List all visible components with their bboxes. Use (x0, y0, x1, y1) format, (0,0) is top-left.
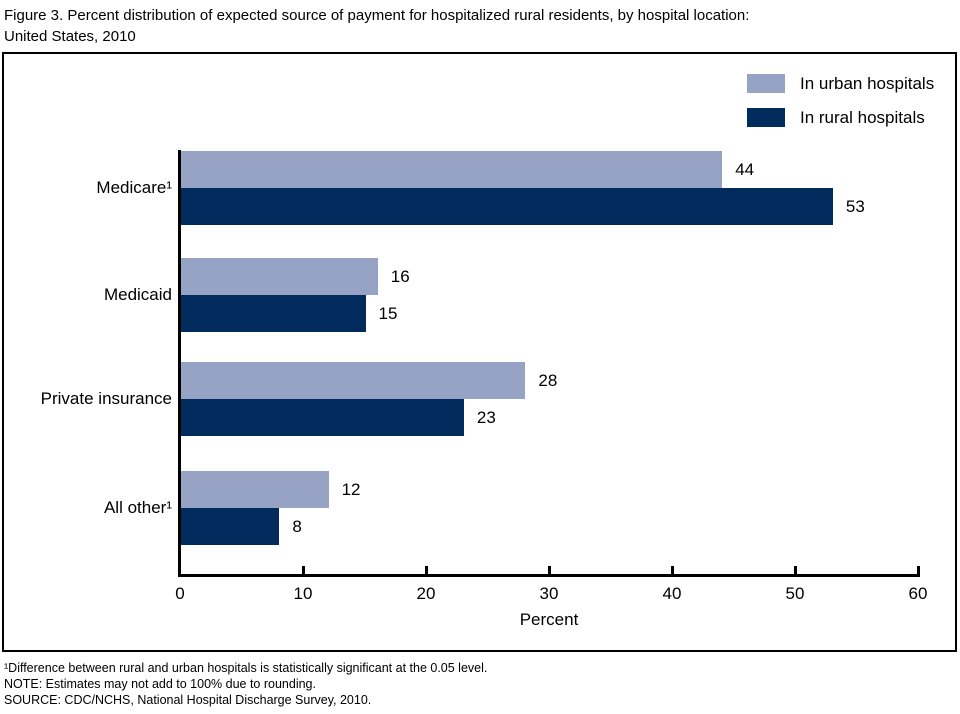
legend-label: In rural hospitals (800, 107, 925, 127)
figure-title-line1: Figure 3. Percent distribution of expect… (4, 7, 750, 24)
legend-label: In urban hospitals (800, 73, 935, 93)
figure-title-line2: United States, 2010 (4, 28, 136, 45)
footnote-significance: ¹Difference between rural and urban hosp… (4, 661, 488, 675)
chart-legend: In urban hospitals In rural hospitals (747, 74, 934, 142)
x-axis-label: Percent (519, 610, 579, 629)
footnote-source: SOURCE: CDC/NCHS, National Hospital Disc… (4, 693, 372, 707)
chart-frame (2, 52, 957, 652)
footnotes: ¹Difference between rural and urban hosp… (4, 660, 954, 708)
figure-title: Figure 3. Percent distribution of expect… (4, 5, 954, 47)
footnote-note: NOTE: Estimates may not add to 100% due … (4, 677, 316, 691)
legend-item-in-urban-hospitals: In urban hospitals (747, 74, 934, 93)
legend-swatch-icon (747, 108, 785, 127)
legend-swatch-icon (747, 74, 785, 93)
legend-item-in-rural-hospitals: In rural hospitals (747, 108, 934, 127)
